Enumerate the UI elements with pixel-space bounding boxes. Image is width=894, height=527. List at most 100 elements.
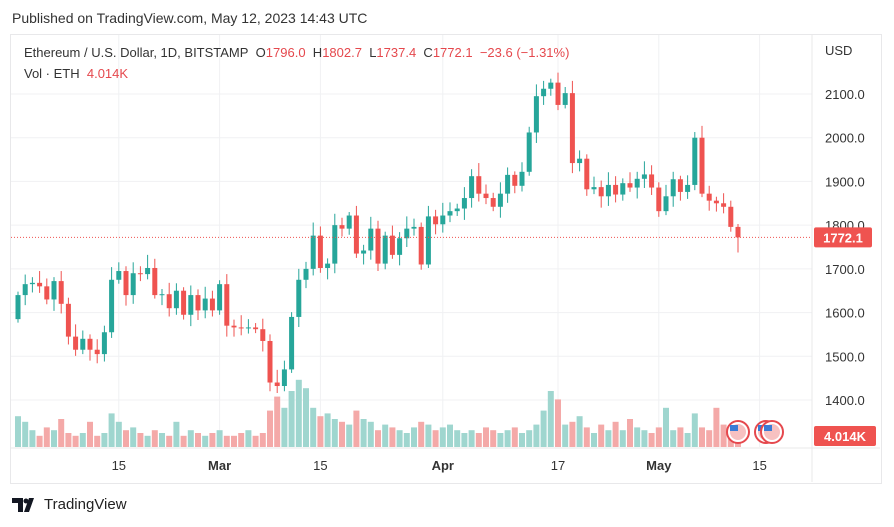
candle-body [598,187,604,197]
candle-body [591,187,597,190]
x-tick-label: 15 [752,458,766,473]
candle-body [497,193,503,207]
candle-body [353,215,359,254]
candle-body [670,179,676,197]
candle-body [181,290,187,315]
volume-bar [159,433,165,447]
x-tick-label: Apr [432,458,454,473]
volume-bar [382,424,389,447]
close-value: 1772.1 [432,45,473,60]
volume-bar [454,430,461,447]
volume-bar [310,407,317,447]
candle-body [325,263,331,268]
candle-body [202,298,208,311]
candle-body [562,93,568,105]
last-price-badge [814,227,872,248]
volume-bar [526,430,533,447]
us-flag-canton [764,425,772,431]
candle-body [317,235,323,268]
volume-bar [58,419,65,447]
candle-body [634,178,640,188]
volume-bar [706,430,713,447]
low-label: L [369,45,377,60]
volume-bar [202,435,209,447]
volume-bar [576,416,583,447]
candle-body [15,295,21,320]
volume-bar [504,430,511,447]
currency-label: USD [825,43,852,58]
candle-body [37,282,43,287]
volume-bar [447,424,453,447]
volume-bar [591,433,597,447]
candle-body [253,327,259,330]
x-tick-label: 17 [551,458,565,473]
candle-body [418,226,424,265]
high-value: 1802.7 [322,45,362,60]
candle-body [519,171,525,186]
candle-body [569,93,575,164]
candle-body [195,295,201,311]
candle-body [663,196,669,212]
volume-bar [461,433,468,447]
volume-bar [130,427,137,447]
candle-body [404,228,410,239]
candle-body [728,206,734,227]
tradingview-footer[interactable]: TradingView [12,496,127,513]
candle-body [231,325,237,328]
candle-body [397,238,403,255]
candle-body [274,382,280,387]
candle-body [123,271,129,296]
volume-bar [684,433,691,447]
candle-body [80,338,86,350]
volume-bar [317,416,324,447]
candle-body [188,295,194,315]
candle-body [382,235,388,264]
volume-bar [65,433,72,447]
candle-body [101,332,107,355]
x-tick-label: Mar [208,458,231,473]
candle-body [411,226,417,229]
candle-body [159,294,165,296]
volume-bar [288,391,295,447]
candle-body [65,303,71,337]
candle-body [677,179,683,192]
candle-body [209,298,215,311]
volume-bar [238,433,245,447]
candle-body [296,279,302,317]
volume-bar [108,413,115,447]
published-header: Published on TradingView.com, May 12, 20… [12,10,368,26]
volume-bar [15,416,21,447]
open-value: 1796.0 [265,45,306,60]
volume-bar [605,430,612,447]
volume-bar [663,407,669,447]
volume-bar [655,427,662,447]
candle-body [29,282,35,285]
candle-body [721,203,727,207]
volume-bar [648,433,655,447]
volume-bar [425,424,432,447]
volume-bar [324,413,331,447]
volume-bar [144,435,151,447]
candle-body [706,193,712,201]
volume-bar [346,424,353,447]
candle-body [389,235,395,255]
candle-body [22,284,28,296]
volume-bar [43,427,50,447]
volume-bar [677,427,684,447]
candle-body [476,176,482,194]
candle-body [137,273,143,275]
candle-body [332,225,338,264]
volume-bar [403,433,410,447]
candle-body [649,174,655,188]
volume-bar [180,435,187,447]
candle-body [217,284,223,311]
volume-bar [353,410,360,447]
candle-body [310,235,316,269]
candle-body [685,184,691,192]
tradingview-logo-icon [12,497,34,512]
volume-bar [79,433,86,447]
volume-bar [389,427,396,447]
candle-body [641,174,647,179]
